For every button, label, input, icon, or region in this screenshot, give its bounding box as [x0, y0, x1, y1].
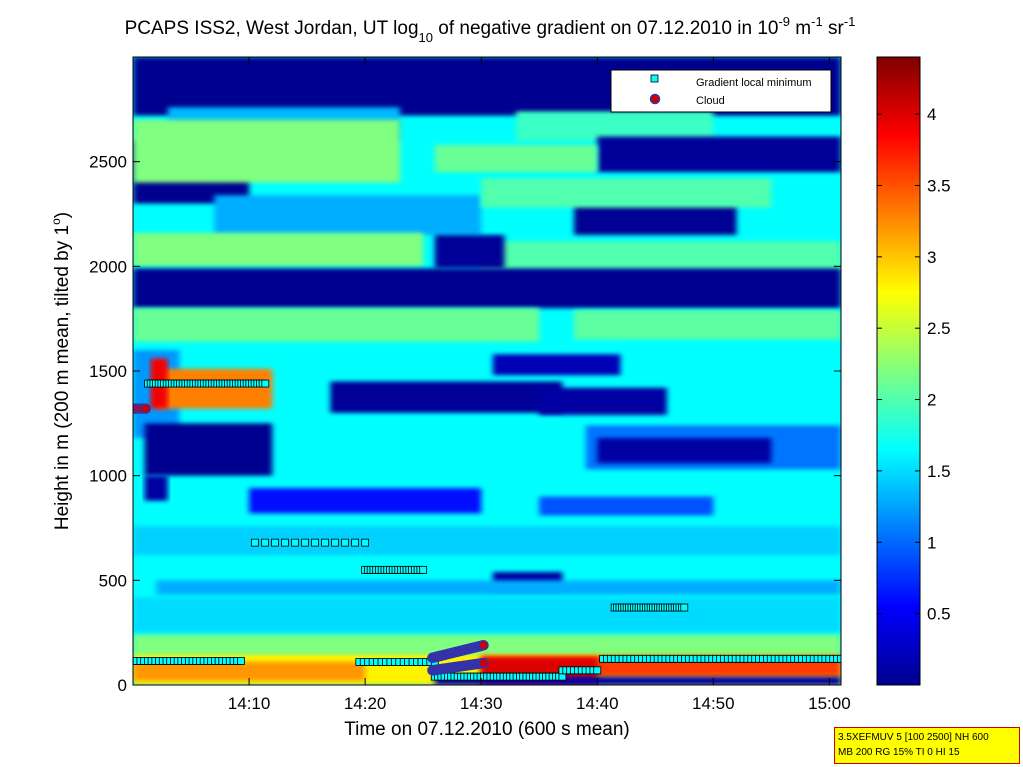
gradient-minimum-marker [301, 538, 309, 547]
gradient-minimum-marker [341, 538, 349, 547]
field-region [516, 111, 714, 141]
processing-info-box: 3.5XEFMUV 5 [100 2500] NH 600 MB 200 RG … [834, 727, 1020, 764]
gradient-minimum-marker [680, 603, 689, 612]
x-axis-label: Time on 07.12.2010 (600 s mean) [344, 719, 630, 740]
legend-marker-cloud [649, 93, 661, 105]
colorbar-tick-label: 3 [927, 248, 936, 267]
gradient-minimum-marker [237, 657, 245, 665]
field-region [133, 232, 424, 267]
field-region [539, 496, 714, 516]
y-tick-label: 1000 [89, 467, 127, 486]
y-axis: 0 500 1000 1500 2000 2500 [89, 153, 841, 695]
info-line-1: 3.5XEFMUV 5 [100 2500] NH 600 [838, 732, 989, 743]
gradient-minimum-marker [361, 538, 370, 547]
colorbar: 0.5 1 1.5 2 2.5 3 3.5 4 [876, 56, 951, 686]
field-region [434, 144, 598, 173]
info-line-2: MB 200 RG 15% TI 0 HI 15 [838, 747, 960, 758]
legend: Gradient local minimum Cloud [610, 69, 832, 113]
gradient-minimum-marker [260, 538, 269, 547]
colorbar-tick-label: 2 [927, 391, 936, 410]
gradient-minimum-marker [593, 666, 602, 675]
colorbar-axis: 0.5 1 1.5 2 2.5 3 3.5 4 [877, 105, 951, 624]
x-tick-label: 14:30 [460, 694, 503, 713]
field-region [144, 475, 168, 501]
field-region [144, 423, 273, 476]
colorbar-gradient [876, 56, 921, 686]
x-tick-label: 14:10 [228, 694, 271, 713]
y-axis-label: Height in m (200 m mean, tilted by 1o) [49, 212, 73, 530]
legend-box [610, 69, 832, 113]
field-region [133, 525, 841, 556]
field-region [574, 310, 841, 340]
plot-area [133, 57, 841, 685]
x-tick-label: 15:00 [808, 694, 851, 713]
y-tick-label: 2500 [89, 153, 127, 172]
gradient-minimum-marker [351, 538, 360, 547]
y-tick-label: 500 [99, 571, 127, 590]
field-region [133, 597, 841, 633]
colorbar-tick-label: 2.5 [927, 319, 951, 338]
gradient-minimum-marker [250, 538, 259, 547]
colorbar-tick-label: 1.5 [927, 462, 951, 481]
legend-marker-gradient-minimum [650, 74, 659, 83]
field-region [214, 195, 482, 235]
x-axis: 14:10 14:20 14:30 14:40 14:50 15:00 [228, 57, 851, 713]
cloud-marker [478, 657, 489, 669]
y-tick-label: 0 [118, 676, 127, 695]
field-region [434, 234, 505, 269]
field-region [481, 178, 772, 208]
gradient-minimum-marker [331, 538, 339, 547]
legend-label-cloud: Cloud [696, 95, 725, 107]
field-region [133, 119, 400, 183]
field-region [597, 136, 841, 173]
field-region [574, 203, 737, 235]
field-region [434, 676, 841, 685]
field-region [156, 368, 273, 409]
gradient-minimum-marker [311, 538, 319, 547]
field-region [133, 268, 841, 309]
legend-label-gradient-minimum: Gradient local minimum [696, 77, 812, 89]
gradient-minimum-marker [281, 538, 289, 547]
gradient-minimum-marker [419, 565, 428, 574]
y-tick-label: 2000 [89, 257, 127, 276]
field-region [539, 387, 667, 415]
field-region [156, 580, 841, 595]
x-tick-label: 14:50 [692, 694, 735, 713]
marker-layer [133, 379, 841, 681]
colorbar-tick-label: 4 [927, 105, 936, 124]
field-region [330, 381, 563, 413]
field-region [597, 437, 772, 464]
gradient-minimum-marker [291, 538, 299, 547]
x-tick-label: 14:20 [344, 694, 387, 713]
gradient-minimum-marker [261, 379, 270, 388]
chart-title: PCAPS ISS2, West Jordan, UT log10 of neg… [125, 14, 856, 45]
cloud-marker [140, 403, 152, 414]
x-tick-label: 14:40 [576, 694, 619, 713]
gradient-field [133, 57, 841, 685]
field-region [133, 308, 540, 342]
gradient-minimum-marker [271, 538, 279, 547]
cloud-marker [478, 639, 489, 651]
colorbar-tick-label: 3.5 [927, 176, 951, 195]
field-region [481, 241, 841, 271]
colorbar-tick-label: 0.5 [927, 605, 951, 624]
y-tick-label: 1500 [89, 362, 127, 381]
field-region [249, 488, 482, 514]
gradient-minimum-marker [321, 538, 329, 547]
field-region [492, 354, 621, 376]
colorbar-tick-label: 1 [927, 533, 936, 552]
field-region [133, 661, 366, 681]
gradient-minimum-marker [837, 654, 841, 663]
